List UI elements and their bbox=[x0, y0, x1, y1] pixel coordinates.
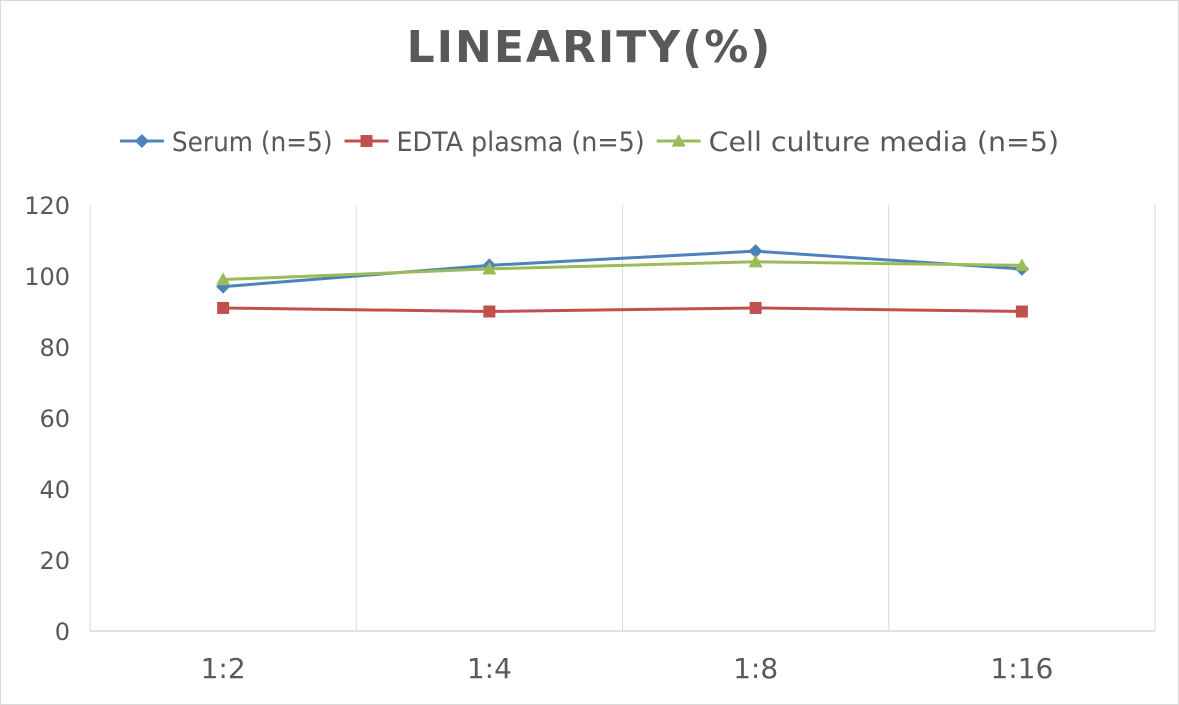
series-line-2 bbox=[223, 306, 1022, 313]
chart-title: LINEARITY(%) bbox=[406, 22, 773, 73]
y-tick-label: 40 bbox=[39, 476, 70, 504]
grid bbox=[89, 205, 1156, 632]
legend-label-3: Cell culture media (n=5) bbox=[709, 127, 1059, 158]
y-axis: 0 20 40 60 80 100 120 bbox=[24, 192, 70, 646]
x-axis: 1:2 1:4 1:8 1:16 bbox=[201, 652, 1054, 685]
series-line-3 bbox=[223, 260, 1022, 282]
data-point-series-3 bbox=[482, 261, 497, 275]
y-tick-label: 20 bbox=[39, 547, 70, 575]
data-point-series-2 bbox=[217, 301, 230, 314]
data-point-series-3 bbox=[748, 254, 763, 268]
legend-marker-1 bbox=[134, 134, 149, 148]
legend-marker-2 bbox=[360, 135, 373, 147]
data-point-series-1 bbox=[748, 244, 763, 259]
legend-label-2: EDTA plasma (n=5) bbox=[397, 127, 645, 158]
legend: Serum (n=5) EDTA plasma (n=5) Cell culture… bbox=[119, 127, 1059, 158]
y-tick-label: 120 bbox=[24, 192, 70, 220]
data-point-series-3 bbox=[1014, 258, 1029, 271]
y-tick-label: 80 bbox=[39, 334, 70, 362]
x-tick-label: 1:8 bbox=[733, 652, 778, 685]
data-point-series-2 bbox=[483, 305, 496, 318]
series-layer bbox=[216, 244, 1029, 318]
x-tick-label: 1:4 bbox=[467, 652, 512, 685]
data-point-series-2 bbox=[749, 301, 762, 314]
y-tick-label: 60 bbox=[39, 405, 70, 433]
data-point-series-3 bbox=[216, 272, 231, 286]
x-tick-label: 1:16 bbox=[990, 652, 1053, 685]
y-tick-label: 0 bbox=[55, 618, 70, 646]
data-point-series-2 bbox=[1015, 305, 1028, 318]
legend-label-1: Serum (n=5) bbox=[172, 127, 333, 158]
legend-marker-3 bbox=[671, 134, 686, 147]
series-line-1 bbox=[223, 249, 1022, 289]
x-tick-label: 1:2 bbox=[201, 652, 246, 685]
y-tick-label: 100 bbox=[24, 263, 70, 291]
